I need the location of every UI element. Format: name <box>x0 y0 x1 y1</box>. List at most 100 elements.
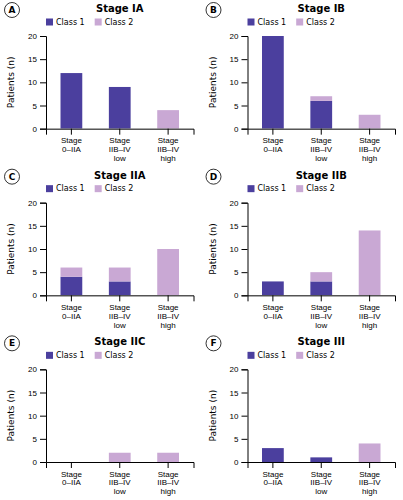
tick-mark <box>168 295 169 301</box>
panel-label-circle <box>206 3 221 18</box>
x-axis: Stage0–IIA StageIIB–IVlow StageIIB–IVhigh <box>47 295 195 329</box>
tick-mark <box>242 203 248 204</box>
tick-mark <box>40 416 46 417</box>
tick-mark <box>119 295 120 301</box>
legend-item: Class 2 <box>296 351 335 360</box>
plot: 05101520Stage0–IIAStageIIB–IVlowStageIIB… <box>5 3 195 163</box>
tick-label: 15 <box>230 389 239 398</box>
axis-title: Patients (n) <box>6 223 16 275</box>
panel-label-circle <box>5 169 20 184</box>
y-axis: 05101520 <box>230 365 248 467</box>
tick-label: 20 <box>28 199 37 208</box>
axis-line <box>242 37 249 130</box>
legend-item: Class 2 <box>95 18 134 27</box>
annotation: C <box>9 172 16 182</box>
tick-mark <box>40 369 46 370</box>
tick: Stage0–IIA <box>262 295 283 320</box>
legend-label: Class 1 <box>258 184 287 193</box>
tick-mark <box>272 462 273 468</box>
x-axis: Stage0–IIAStageIIB–IVlowStageIIB–IVhigh <box>47 129 195 163</box>
legend-label: Class 2 <box>105 351 134 360</box>
figure: 0 5 10 15 20 Stage0–IIA StageIIB–IVlow StageIIB… <box>0 0 403 500</box>
tick-mark <box>40 272 46 273</box>
bar <box>109 268 131 282</box>
tick-mark <box>40 226 46 227</box>
bar <box>262 281 284 295</box>
legend-swatch <box>248 352 255 359</box>
title: Stage IIA <box>94 170 146 181</box>
bars <box>61 73 179 129</box>
tick-label: 5 <box>33 268 38 277</box>
annotation: A <box>9 5 16 15</box>
panel-label-circle <box>5 3 20 18</box>
panel-label-circle <box>206 169 221 184</box>
tick-label: StageIIB–IVlow <box>109 303 131 330</box>
bars <box>262 230 380 295</box>
bar <box>109 86 131 87</box>
panel-label: E <box>5 336 20 351</box>
panel-label: D <box>206 169 221 184</box>
axis-line <box>40 370 47 463</box>
tick: StageIIB–IVhigh <box>157 129 179 163</box>
tick-label: Stage0–IIA <box>61 303 82 321</box>
bar-series <box>61 73 131 129</box>
tick-mark <box>40 36 46 37</box>
title: Stage III <box>298 336 345 347</box>
tick-label: 0 <box>234 458 239 467</box>
tick-mark <box>119 129 120 135</box>
bar <box>310 457 332 462</box>
axis-line <box>242 370 249 463</box>
bar <box>310 96 332 101</box>
tick-label: 10 <box>230 78 239 87</box>
panel: 05101520Stage0–IIAStageIIB–IVlowStageIIB… <box>5 336 195 496</box>
legend-item: Class 1 <box>46 18 85 27</box>
panel-label-circle <box>206 336 221 351</box>
tick: 5 <box>234 102 247 111</box>
tick: 0 <box>33 125 46 134</box>
tick-label: 10 <box>230 412 239 421</box>
plot: 05101520Stage0–IIAStageIIB–IVlowStageIIB… <box>206 169 396 329</box>
legend-item: Class 1 <box>46 184 85 193</box>
legend-swatch <box>95 185 102 192</box>
tick-label: 5 <box>33 102 38 111</box>
bar <box>109 281 131 295</box>
tick-label: 10 <box>28 412 37 421</box>
panel-label: B <box>206 3 221 18</box>
bar-series <box>109 453 179 462</box>
legend-item: Class 1 <box>248 351 287 360</box>
y-axis: 05101520 <box>230 199 248 301</box>
tick-label: 5 <box>234 268 239 277</box>
tick-mark <box>40 393 46 394</box>
legend-item: Class 2 <box>95 184 134 193</box>
tick: 20 <box>28 365 46 374</box>
tick-mark <box>40 439 46 440</box>
plot: 05101520Stage0–IIAStageIIB–IVlowStageIIB… <box>206 3 396 163</box>
tick: 5 <box>33 435 46 444</box>
tick-mark <box>40 249 46 250</box>
tick: Stage0–IIA <box>262 462 283 487</box>
legend-label: Class 1 <box>56 184 85 193</box>
legend-label: Class 2 <box>105 184 134 193</box>
tick: 10 <box>230 78 248 87</box>
tick-label: 5 <box>234 435 239 444</box>
tick-mark <box>71 295 72 301</box>
tick-mark <box>321 129 322 135</box>
bar-series <box>262 448 332 462</box>
bar-series <box>310 230 380 295</box>
tick-label: Stage0–IIA <box>262 136 283 154</box>
tick: 20 <box>28 32 46 41</box>
tick-label: 0 <box>33 291 38 300</box>
bar <box>61 73 83 129</box>
tick-mark <box>168 462 169 468</box>
legend-label: Class 1 <box>56 18 85 27</box>
x-axis: Stage0–IIAStageIIB–IVlowStageIIB–IVhigh <box>248 129 396 163</box>
bar-series <box>359 443 381 462</box>
tick: 20 <box>230 199 248 208</box>
panel-label: F <box>206 336 221 351</box>
tick-label: Stage0–IIA <box>262 303 283 321</box>
legend-label: Class 1 <box>258 18 287 27</box>
bar <box>262 448 284 449</box>
tick-label: StageIIB–IVhigh <box>157 303 179 330</box>
tick: 15 <box>230 222 248 231</box>
tick: Stage0–IIA <box>61 462 82 487</box>
